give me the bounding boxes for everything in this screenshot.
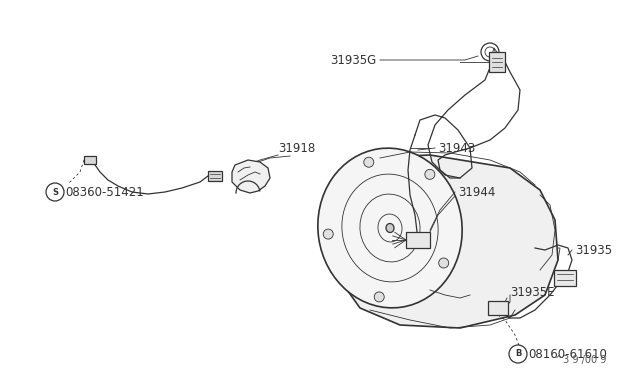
Text: S: S: [52, 187, 58, 196]
Text: 08360-51421: 08360-51421: [65, 186, 144, 199]
Circle shape: [46, 183, 64, 201]
Text: 31935G: 31935G: [330, 54, 376, 67]
Circle shape: [374, 292, 384, 302]
Text: B: B: [515, 350, 521, 359]
FancyBboxPatch shape: [84, 156, 96, 164]
Circle shape: [438, 258, 449, 268]
Circle shape: [323, 229, 333, 239]
FancyBboxPatch shape: [554, 270, 576, 286]
Circle shape: [364, 157, 374, 167]
Circle shape: [509, 345, 527, 363]
Ellipse shape: [318, 148, 462, 308]
FancyBboxPatch shape: [488, 301, 508, 315]
Polygon shape: [489, 52, 505, 72]
FancyBboxPatch shape: [208, 171, 222, 181]
Circle shape: [425, 169, 435, 179]
Polygon shape: [340, 155, 558, 328]
Ellipse shape: [386, 224, 394, 232]
Text: 08160-61610: 08160-61610: [528, 347, 607, 360]
Text: 31943: 31943: [438, 141, 476, 154]
Polygon shape: [232, 160, 270, 193]
FancyBboxPatch shape: [406, 232, 430, 248]
Text: 31918: 31918: [278, 141, 316, 154]
Text: 31935: 31935: [575, 244, 612, 257]
Text: ^3 9 /00 9: ^3 9 /00 9: [555, 355, 606, 365]
Text: 31935E: 31935E: [510, 285, 554, 298]
Text: 31944: 31944: [458, 186, 495, 199]
